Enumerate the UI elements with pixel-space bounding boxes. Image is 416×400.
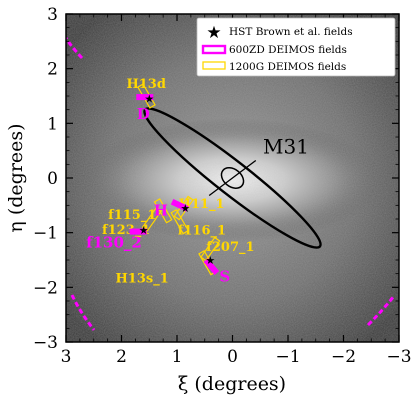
x-tick-label: −3 [386, 347, 411, 367]
hst-field-star-icon: ★ [144, 94, 154, 106]
1200g-field-rect [170, 209, 190, 235]
legend: ★ HST Brown et al. fields 600ZD DEIMOS f… [196, 17, 396, 77]
1200g-field-rect [200, 236, 221, 262]
1200g-field-label: H11_1 [179, 197, 225, 212]
x-tick-label: −2 [331, 347, 356, 367]
y-tick-label: −3 [33, 333, 58, 353]
legend-box [196, 17, 396, 77]
legend-label-1200g: 1200G DEIMOS fields [229, 61, 346, 73]
hst-field-star-icon: ★ [139, 225, 149, 237]
legend-1200g-swatch [202, 61, 226, 70]
m31-major-axis-line [208, 159, 257, 197]
600zd-field-label: D [137, 105, 150, 123]
legend-600zd-swatch [201, 44, 227, 55]
y-tick-label: 3 [47, 5, 58, 25]
1200g-field-label: H13s_1 [116, 272, 169, 287]
600zd-field-rect [136, 94, 154, 101]
x-tick-label: 0 [227, 347, 238, 367]
600zd-field-rect [203, 258, 220, 275]
legend-label-600zd: 600ZD DEIMOS fields [229, 44, 347, 56]
x-tick-label: −1 [275, 347, 300, 367]
1200g-field-label: f116_1 [178, 224, 226, 239]
y-tick-label: 0 [47, 169, 58, 189]
m31-label: M31 [263, 134, 309, 158]
600zd-field-rect [129, 228, 147, 235]
1200g-field-label: H13d [126, 77, 165, 92]
600zd-field-label: S [219, 268, 230, 286]
m31-bulge-ellipse [220, 167, 245, 189]
y-tick-label: 1 [47, 114, 58, 134]
600zd-field-label: H [154, 201, 168, 219]
x-tick-label: 1 [172, 347, 183, 367]
m31-outer-ellipse [143, 107, 322, 249]
x-tick-label: 3 [61, 347, 72, 367]
600zd-field-rect [170, 199, 189, 212]
hst-field-star-icon: ★ [205, 255, 215, 267]
legend-label-hst: HST Brown et al. fields [229, 26, 353, 38]
600zd-field-label: f130_2 [86, 234, 142, 252]
m31-disk-outline: M31 [143, 107, 322, 249]
y-tick-label: 2 [47, 60, 58, 80]
hst-field-star-icon: ★ [180, 203, 190, 215]
1200g-field-label: f115_1 [108, 208, 156, 223]
y-tick-label: −1 [33, 224, 58, 244]
y-axis-label: η (degrees) [5, 123, 27, 232]
legend-star-icon: ★ [206, 23, 221, 42]
x-axis-label: ξ (degrees) [178, 373, 286, 395]
x-tick-label: 2 [116, 347, 127, 367]
1200g-field-label: f207_1 [206, 240, 254, 255]
y-tick-label: −2 [33, 278, 58, 298]
